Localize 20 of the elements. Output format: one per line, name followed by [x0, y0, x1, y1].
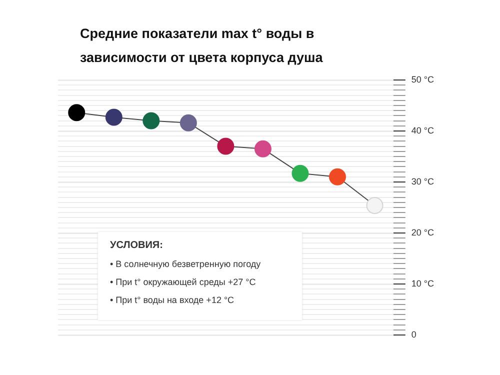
- annotation: • При t° окружающей среды +27 °C: [110, 277, 257, 287]
- annotation: • При t° воды на входе +12 °C: [110, 295, 236, 305]
- point: [366, 196, 384, 214]
- point: [254, 140, 272, 158]
- y-tick-label: 0: [411, 329, 416, 340]
- y-tick-label: 10 °C: [411, 278, 434, 288]
- point: [68, 104, 86, 122]
- y-tick-label: 20 °C: [411, 227, 434, 238]
- annotation: • В солнечную безветренную погоду: [110, 259, 262, 269]
- point: [292, 164, 309, 182]
- y-tick-label: 40 °C: [411, 125, 434, 136]
- point: [105, 108, 122, 126]
- point: [217, 138, 234, 155]
- y-tick-label: 50 °C: [411, 74, 434, 84]
- point: [142, 112, 160, 130]
- point: [328, 168, 346, 186]
- chart-title: Средние показатели max t° воды в зависимости от цвета корпуса душа: [80, 25, 324, 67]
- y-tick-label: 30 °C: [411, 176, 434, 186]
- point: [180, 114, 197, 132]
- annotation: УСЛОВИЯ:: [110, 240, 164, 251]
